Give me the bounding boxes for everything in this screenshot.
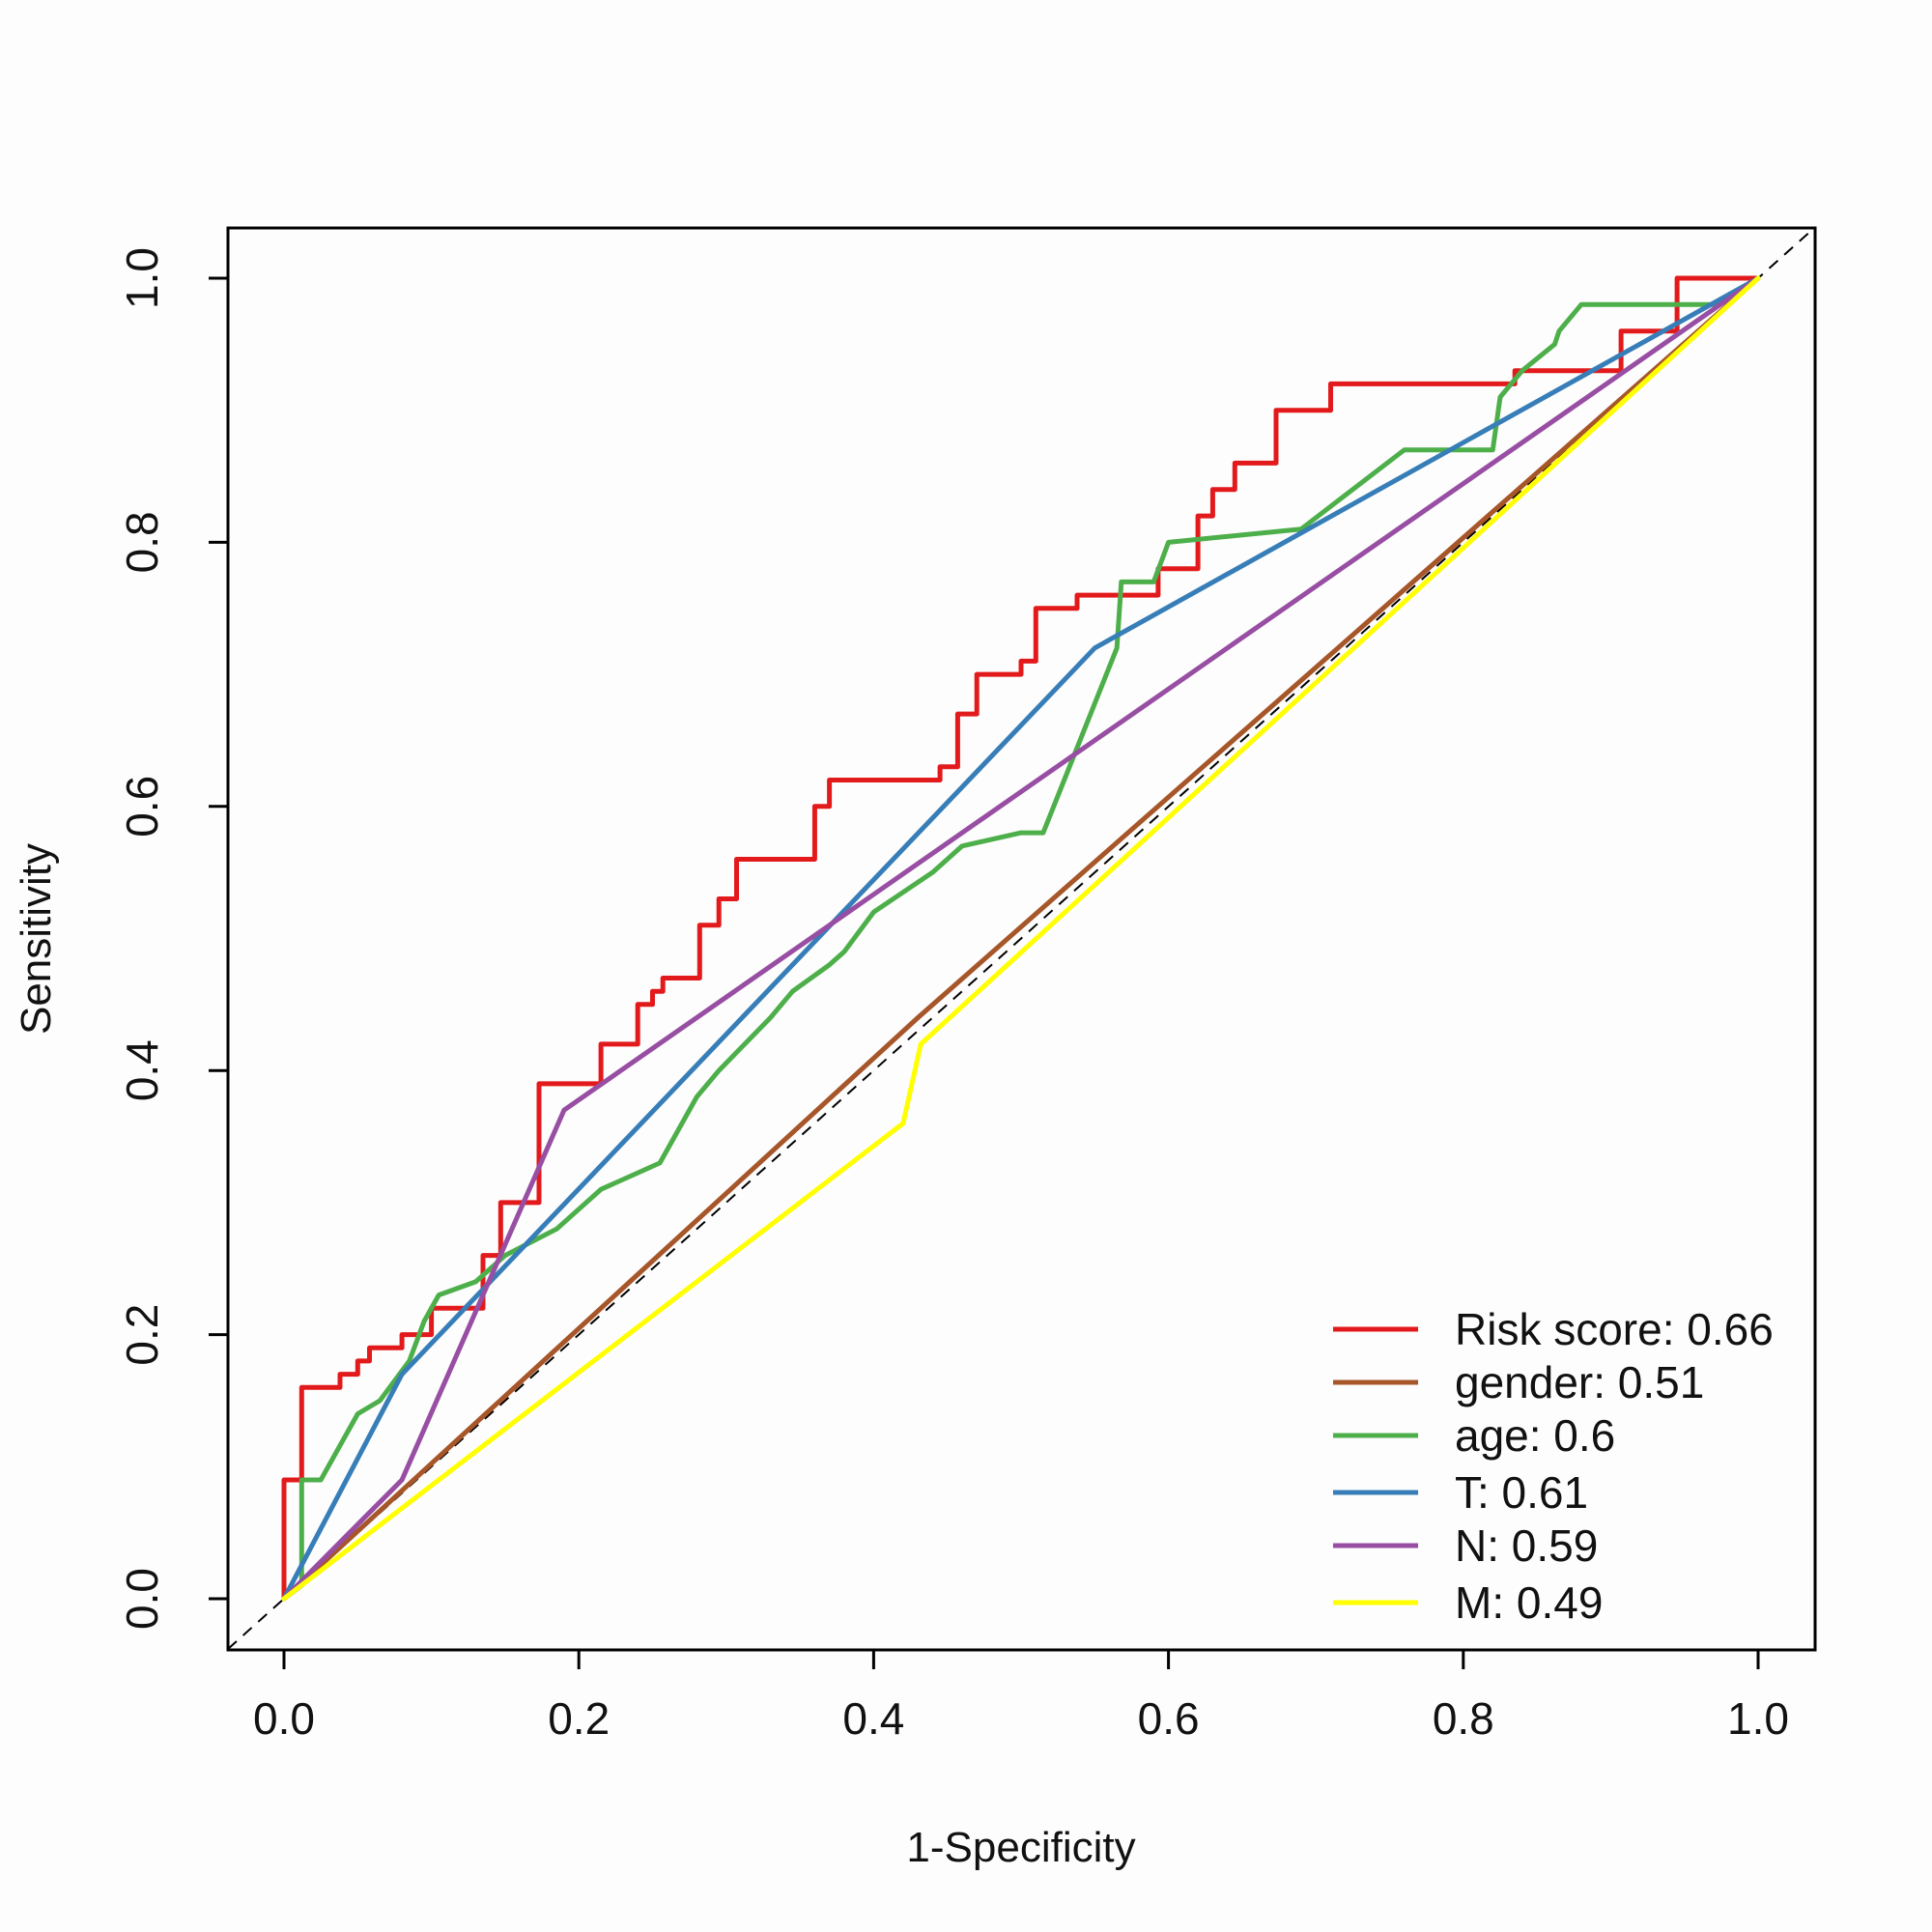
y-tick-label: 0.4 [117, 1039, 167, 1101]
legend-label: T: 0.61 [1455, 1467, 1588, 1518]
y-axis-title: Sensitivity [13, 843, 60, 1035]
y-tick-label: 1.0 [117, 247, 167, 309]
x-tick-label: 0.2 [548, 1693, 610, 1744]
x-tick-label: 0.4 [842, 1693, 904, 1744]
x-tick-label: 0.6 [1138, 1693, 1200, 1744]
legend-label: gender: 0.51 [1455, 1357, 1704, 1407]
x-tick-label: 0.8 [1433, 1693, 1494, 1744]
y-tick-label: 0.0 [117, 1568, 167, 1630]
y-tick-label: 0.6 [117, 776, 167, 838]
x-axis-title: 1-Specificity [906, 1824, 1135, 1871]
y-tick-label: 0.8 [117, 511, 167, 573]
plot-area [227, 226, 1816, 1650]
x-tick-label: 1.0 [1727, 1693, 1789, 1744]
roc-curve [281, 275, 1761, 1602]
legend-label: Risk score: 0.66 [1455, 1304, 1774, 1354]
legend-label: N: 0.59 [1455, 1520, 1598, 1571]
roc-curve [281, 275, 1761, 1602]
legend-label: age: 0.6 [1455, 1410, 1615, 1461]
roc-curve [281, 275, 1761, 1602]
legend-label: M: 0.49 [1455, 1577, 1603, 1628]
roc-curve [281, 275, 1761, 1602]
roc-curve [281, 275, 1761, 1602]
y-tick-label: 0.2 [117, 1304, 167, 1366]
plot-frame [226, 226, 1817, 1652]
reference-diagonal [227, 226, 1816, 1650]
x-axis: 0.0 0.2 0.4 0.6 0.8 1.0 [253, 1650, 1789, 1744]
roc-curve [281, 275, 1761, 1602]
x-tick-label: 0.0 [253, 1693, 315, 1744]
y-axis: 0.0 0.2 0.4 0.6 0.8 1.0 [117, 247, 228, 1630]
